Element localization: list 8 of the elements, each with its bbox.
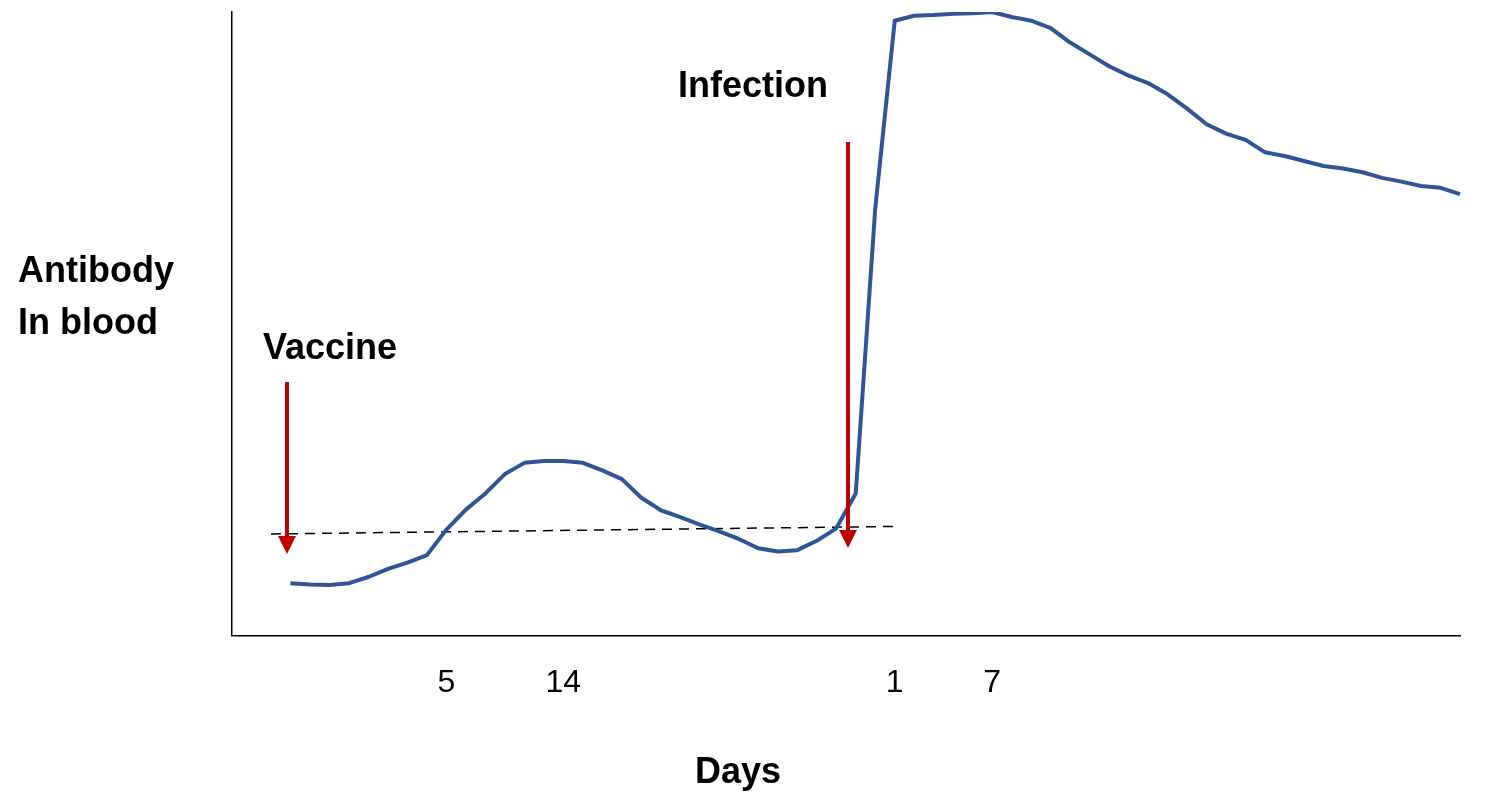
x-tick-label: 7 — [983, 662, 1002, 699]
x-tick-label: 14 — [545, 662, 582, 699]
x-tick-label: 1 — [885, 662, 904, 699]
x-axis-title: Days — [693, 750, 783, 792]
y-axis-title: Antibody In blood — [18, 248, 175, 344]
annotation: Vaccine — [263, 326, 398, 368]
x-tick-label: 5 — [437, 662, 456, 699]
annotation: Infection — [678, 64, 828, 106]
